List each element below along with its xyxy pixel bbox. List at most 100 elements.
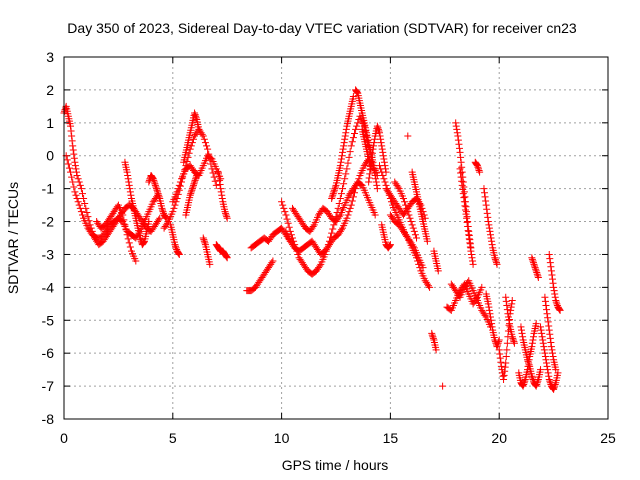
data-point — [67, 168, 75, 176]
data-point — [494, 339, 502, 347]
data-point — [505, 316, 513, 324]
data-point — [136, 234, 144, 242]
data-point — [486, 227, 494, 235]
data-point — [125, 239, 133, 247]
data-point — [328, 229, 336, 237]
data-point — [337, 158, 345, 166]
data-point — [472, 160, 480, 168]
data-point — [556, 306, 564, 314]
data-point — [534, 273, 542, 281]
data-point — [409, 224, 417, 232]
data-point — [190, 180, 198, 188]
data-point — [530, 260, 538, 268]
data-point — [156, 214, 164, 222]
data-point — [491, 254, 499, 262]
data-point — [458, 177, 466, 185]
data-point — [541, 293, 549, 301]
data-point — [342, 129, 350, 137]
data-point — [335, 199, 343, 207]
data-point — [496, 354, 504, 362]
data-point — [488, 241, 496, 249]
data-point — [541, 349, 549, 357]
data-point — [532, 267, 540, 275]
data-point — [172, 244, 180, 252]
data-point — [343, 165, 351, 173]
data-point — [551, 382, 559, 390]
data-point — [482, 201, 490, 209]
data-point — [510, 339, 518, 347]
data-point — [549, 275, 557, 283]
data-point — [460, 194, 468, 202]
y-tick-label: 2 — [46, 82, 54, 98]
data-point — [496, 350, 504, 358]
y-axis-label: SDTVAR / TECUs — [5, 182, 21, 294]
data-point — [459, 185, 467, 193]
data-point — [126, 185, 134, 193]
data-point — [521, 377, 529, 385]
data-point — [316, 262, 324, 270]
data-point — [370, 142, 378, 150]
data-point — [404, 132, 412, 140]
data-point — [453, 125, 461, 133]
data-point — [278, 198, 286, 206]
data-point — [150, 178, 158, 186]
data-point — [485, 306, 493, 314]
data-point — [223, 253, 231, 261]
data-point — [122, 226, 130, 234]
data-point — [348, 138, 356, 146]
data-point — [520, 379, 528, 387]
data-point — [488, 320, 496, 328]
data-point — [380, 158, 388, 166]
data-point — [218, 191, 226, 199]
data-point — [374, 124, 382, 132]
data-point — [539, 336, 547, 344]
data-point — [461, 193, 469, 201]
data-point — [365, 178, 373, 186]
data-point — [403, 232, 411, 240]
data-point — [486, 231, 494, 239]
data-point — [366, 170, 374, 178]
data-point — [485, 303, 493, 311]
data-point — [478, 283, 486, 291]
data-point — [454, 136, 462, 144]
data-point — [204, 145, 212, 153]
data-point — [73, 195, 81, 203]
data-point — [120, 216, 128, 224]
data-point — [187, 142, 195, 150]
data-point — [337, 155, 345, 163]
data-point — [201, 239, 209, 247]
data-point — [453, 129, 461, 137]
data-point — [125, 178, 133, 186]
data-point — [543, 310, 551, 318]
data-point — [163, 219, 171, 227]
data-point — [174, 185, 182, 193]
data-point — [509, 336, 517, 344]
data-point — [413, 254, 421, 262]
data-point — [195, 125, 203, 133]
data-point — [528, 372, 536, 380]
data-point — [552, 297, 560, 305]
data-point — [456, 165, 464, 173]
data-point — [158, 206, 166, 214]
data-point — [285, 223, 293, 231]
data-point — [331, 185, 339, 193]
data-point — [71, 162, 79, 170]
data-point — [429, 334, 437, 342]
y-tick-label: -5 — [42, 312, 55, 328]
x-tick-label: 5 — [169, 430, 177, 446]
plot-border — [63, 56, 609, 420]
data-point — [223, 213, 231, 221]
data-point — [459, 178, 467, 186]
data-point — [458, 163, 466, 171]
data-point — [74, 198, 82, 206]
data-point — [546, 334, 554, 342]
data-point — [123, 168, 131, 176]
data-point — [63, 156, 71, 164]
data-point — [337, 190, 345, 198]
data-point — [503, 346, 511, 354]
data-point — [328, 195, 336, 203]
data-point — [330, 188, 338, 196]
data-point — [555, 305, 563, 313]
data-point — [545, 376, 553, 384]
data-point — [510, 338, 518, 346]
